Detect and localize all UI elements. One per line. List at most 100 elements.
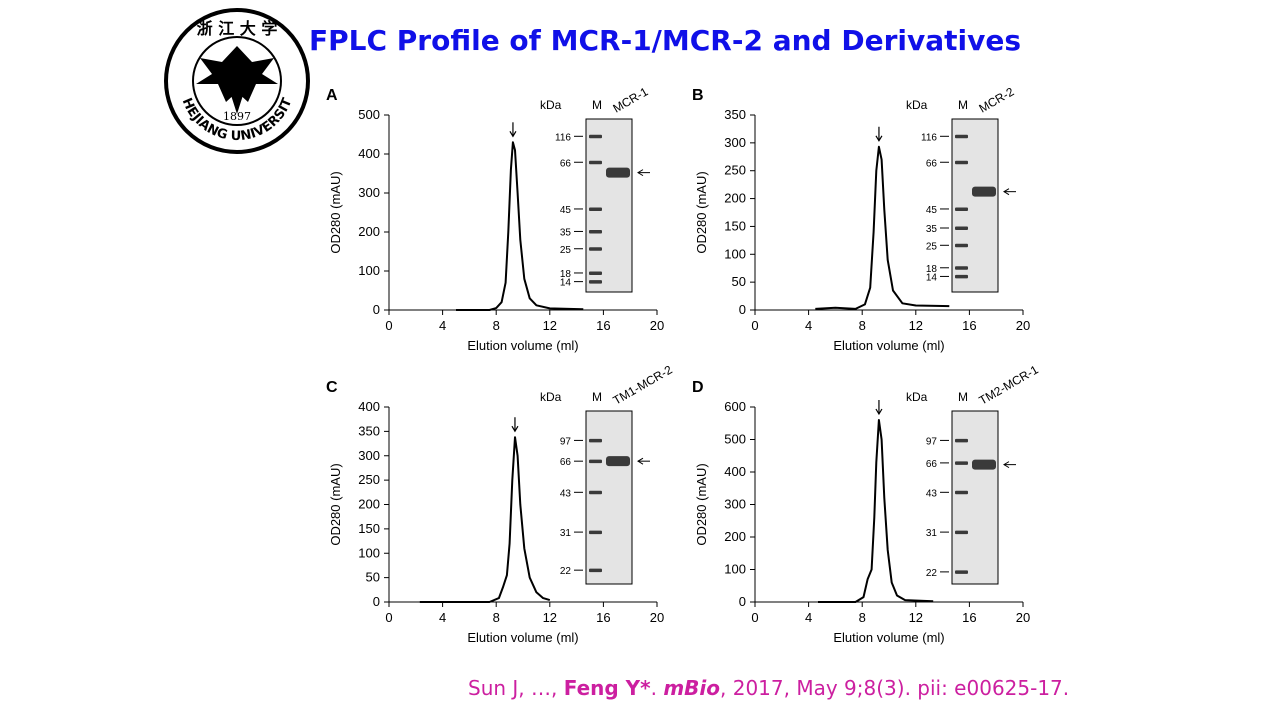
- marker-band: [589, 229, 602, 234]
- svg-text:1897: 1897: [223, 110, 251, 123]
- marker-band: [589, 160, 602, 165]
- x-tick-label: 8: [859, 610, 866, 625]
- gel-unit-label: kDa: [906, 98, 928, 112]
- marker-label: 25: [926, 241, 938, 252]
- x-tick-label: 16: [962, 610, 976, 625]
- x-tick-label: 16: [596, 610, 610, 625]
- y-tick-label: 250: [358, 472, 380, 487]
- marker-label: 14: [560, 278, 572, 289]
- marker-band: [589, 134, 602, 139]
- peak-arrow-head: [875, 135, 883, 142]
- peak-arrow-head: [511, 425, 519, 433]
- marker-label: 45: [926, 205, 938, 216]
- y-tick-label: 400: [724, 464, 746, 479]
- x-axis-label: Elution volume (ml): [833, 338, 944, 353]
- marker-label: 66: [560, 457, 572, 468]
- marker-band: [589, 247, 602, 251]
- y-tick-label: 100: [358, 263, 380, 278]
- citation-journal: mBio: [663, 676, 721, 700]
- y-tick-label: 200: [724, 191, 746, 206]
- marker-band: [589, 459, 602, 464]
- marker-label: 66: [926, 459, 938, 470]
- y-tick-label: 350: [724, 107, 746, 122]
- marker-label: 66: [926, 158, 938, 169]
- y-tick-label: 350: [358, 423, 380, 438]
- y-axis-label: OD280 (mAU): [694, 171, 709, 253]
- y-tick-label: 200: [724, 529, 746, 544]
- elution-trace: [818, 419, 934, 603]
- marker-band: [589, 207, 602, 211]
- x-tick-label: 20: [1016, 318, 1030, 333]
- band-arrow-head: [1003, 188, 1010, 196]
- y-tick-label: 50: [366, 570, 380, 585]
- citation-author: Feng Y*: [563, 676, 651, 700]
- gel-image: [585, 118, 633, 293]
- citation-rest: , 2017, May 9;8(3). pii: e00625-17.: [720, 676, 1070, 700]
- y-tick-label: 100: [358, 545, 380, 560]
- x-axis-label: Elution volume (ml): [467, 630, 578, 645]
- marker-band: [955, 207, 968, 211]
- y-tick-label: 500: [358, 107, 380, 122]
- marker-band: [955, 490, 968, 495]
- gel-sample-lane-label: TM1-MCR-2: [611, 362, 675, 407]
- marker-label: 25: [560, 245, 572, 256]
- y-tick-label: 150: [358, 521, 380, 536]
- gel-unit-label: kDa: [540, 98, 562, 112]
- marker-label: 31: [560, 528, 572, 539]
- y-tick-label: 200: [358, 224, 380, 239]
- x-tick-label: 4: [805, 610, 812, 625]
- y-tick-label: 250: [724, 163, 746, 178]
- marker-label: 22: [926, 568, 938, 579]
- x-tick-label: 20: [1016, 610, 1030, 625]
- peak-arrow-head: [875, 408, 883, 416]
- gel-image: [951, 118, 999, 293]
- marker-label: 116: [921, 132, 937, 143]
- y-tick-label: 400: [358, 399, 380, 414]
- x-tick-label: 12: [909, 318, 923, 333]
- gel-sample-lane-label: TM2-MCR-1: [977, 362, 1041, 407]
- y-axis-label: OD280 (mAU): [694, 463, 709, 545]
- y-tick-label: 400: [358, 146, 380, 161]
- panel-label: A: [326, 87, 338, 104]
- x-axis-label: Elution volume (ml): [833, 630, 944, 645]
- citation: Sun J, …, Feng Y*. mBio, 2017, May 9;8(3…: [468, 676, 1069, 700]
- x-tick-label: 16: [962, 318, 976, 333]
- marker-label: 35: [926, 224, 938, 235]
- marker-label: 116: [555, 132, 571, 143]
- x-tick-label: 4: [439, 610, 446, 625]
- target-band: [606, 456, 630, 467]
- marker-label: 45: [560, 205, 572, 216]
- marker-band: [955, 160, 968, 165]
- marker-band: [955, 530, 968, 535]
- x-tick-label: 12: [543, 610, 557, 625]
- marker-label: 18: [560, 269, 572, 280]
- marker-label: 66: [560, 158, 572, 169]
- y-tick-label: 50: [732, 274, 746, 289]
- peak-arrow-head: [509, 130, 517, 138]
- marker-label: 18: [926, 264, 938, 275]
- x-tick-label: 4: [439, 318, 446, 333]
- panel-c: C0 4 8 12 16 20050100150200250300350400Elutio…: [326, 362, 675, 645]
- y-tick-label: 150: [724, 218, 746, 233]
- marker-band: [955, 226, 968, 230]
- gel-marker-lane-label: M: [592, 98, 602, 112]
- x-tick-label: 8: [493, 610, 500, 625]
- x-tick-label: 8: [493, 318, 500, 333]
- elution-trace: [419, 436, 551, 603]
- marker-band: [955, 461, 968, 465]
- x-tick-label: 12: [543, 318, 557, 333]
- y-tick-label: 500: [724, 432, 746, 447]
- marker-band: [589, 280, 602, 284]
- marker-band: [589, 271, 602, 275]
- y-tick-label: 100: [724, 562, 746, 577]
- elution-trace: [456, 141, 584, 311]
- marker-band: [589, 568, 602, 573]
- target-band: [606, 167, 630, 178]
- target-band: [972, 186, 996, 197]
- marker-band: [955, 134, 968, 139]
- marker-label: 43: [926, 488, 938, 499]
